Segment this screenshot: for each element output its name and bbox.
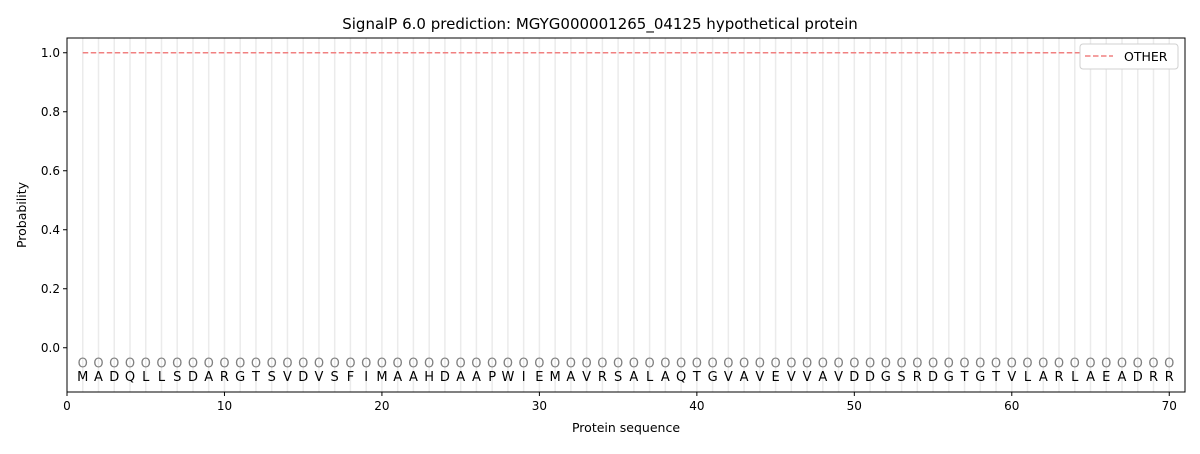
position-label-marker: O: [298, 357, 308, 372]
position-label-marker: O: [1164, 357, 1174, 372]
position-label-marker: O: [519, 357, 529, 372]
position-label-marker: O: [204, 357, 214, 372]
position-label-marker: O: [739, 357, 749, 372]
position-label-marker: O: [361, 357, 371, 372]
position-label-marker: O: [282, 357, 292, 372]
position-label-marker: O: [928, 357, 938, 372]
position-label-marker: O: [881, 357, 891, 372]
position-label-marker: O: [125, 357, 135, 372]
position-label-marker: O: [645, 357, 655, 372]
position-label-marker: O: [566, 357, 576, 372]
position-label-marker: O: [707, 357, 717, 372]
position-label-marker: O: [786, 357, 796, 372]
position-label-marker: O: [219, 357, 229, 372]
position-label-marker: O: [991, 357, 1001, 372]
position-label-marker: O: [1133, 357, 1143, 372]
position-label-marker: O: [172, 357, 182, 372]
position-label-marker: O: [235, 357, 245, 372]
position-label-marker: O: [456, 357, 466, 372]
x-tick-label: 20: [374, 399, 389, 413]
legend-label-other: OTHER: [1124, 49, 1168, 64]
position-label-marker: O: [78, 357, 88, 372]
position-label-marker: O: [471, 357, 481, 372]
x-tick-label: 30: [532, 399, 547, 413]
position-label-marker: O: [314, 357, 324, 372]
position-label-marker: O: [251, 357, 261, 372]
position-label-marker: O: [267, 357, 277, 372]
position-label-marker: O: [550, 357, 560, 372]
position-label-marker: O: [1007, 357, 1017, 372]
position-label-marker: O: [188, 357, 198, 372]
plot-frame: [66, 37, 1186, 393]
position-label-marker: O: [676, 357, 686, 372]
position-label-marker: O: [818, 357, 828, 372]
position-label-marker: O: [109, 357, 119, 372]
y-axis-label: Probability: [14, 181, 29, 248]
x-tick-label: 50: [847, 399, 862, 413]
position-label-marker: O: [487, 357, 497, 372]
position-label-marker: O: [440, 357, 450, 372]
y-tick-label: 0.4: [41, 223, 60, 237]
position-label-marker: O: [833, 357, 843, 372]
position-label-marker: O: [849, 357, 859, 372]
position-label-marker: O: [660, 357, 670, 372]
x-tick-label: 0: [63, 399, 71, 413]
position-label-marker: O: [534, 357, 544, 372]
chart-title: SignalP 6.0 prediction: MGYG000001265_04…: [342, 15, 858, 34]
position-label-marker: O: [93, 357, 103, 372]
position-label-marker: O: [629, 357, 639, 372]
position-label-marker: O: [1038, 357, 1048, 372]
legend-box: [1079, 43, 1179, 70]
y-tick-label: 0.6: [41, 164, 60, 178]
position-label-marker: O: [582, 357, 592, 372]
position-label-marker: O: [156, 357, 166, 372]
position-label-marker: O: [912, 357, 922, 372]
position-label-marker: O: [393, 357, 403, 372]
position-label-marker: O: [802, 357, 812, 372]
position-label-marker: O: [424, 357, 434, 372]
x-tick-label: 10: [217, 399, 232, 413]
position-label-marker: O: [1022, 357, 1032, 372]
position-label-marker: O: [330, 357, 340, 372]
position-label-marker: O: [1101, 357, 1111, 372]
x-tick-label: 40: [689, 399, 704, 413]
position-label-marker: O: [345, 357, 355, 372]
position-label-marker: O: [1085, 357, 1095, 372]
position-label-marker: O: [770, 357, 780, 372]
position-label-marker: O: [959, 357, 969, 372]
residue-sequence: MADQLLSDARGTSVDVSFIMAAHDAAPWIEMAVRSALAQT…: [77, 370, 1174, 385]
position-label-marker: O: [1054, 357, 1064, 372]
y-tick-label: 0.2: [41, 282, 60, 296]
position-label-marker: O: [377, 357, 387, 372]
position-label-marker: O: [408, 357, 418, 372]
position-label-marker: O: [692, 357, 702, 372]
position-label-marker: O: [141, 357, 151, 372]
y-tick-label: 1.0: [41, 46, 60, 60]
position-label-marker: O: [755, 357, 765, 372]
position-label-marker: O: [975, 357, 985, 372]
position-label-marker: O: [723, 357, 733, 372]
position-label-marker: O: [613, 357, 623, 372]
position-label-marker: O: [1117, 357, 1127, 372]
position-label-marker: O: [896, 357, 906, 372]
x-tick-label: 70: [1162, 399, 1177, 413]
position-label-marker: O: [865, 357, 875, 372]
position-label-marker: O: [503, 357, 513, 372]
y-tick-label: 0.0: [41, 341, 60, 355]
x-axis-label: Protein sequence: [572, 420, 680, 435]
y-tick-label: 0.8: [41, 105, 60, 119]
position-label-marker: O: [1070, 357, 1080, 372]
position-label-marker: O: [597, 357, 607, 372]
position-label-marker: O: [1148, 357, 1158, 372]
x-tick-label: 60: [1004, 399, 1019, 413]
position-label-marker: O: [944, 357, 954, 372]
